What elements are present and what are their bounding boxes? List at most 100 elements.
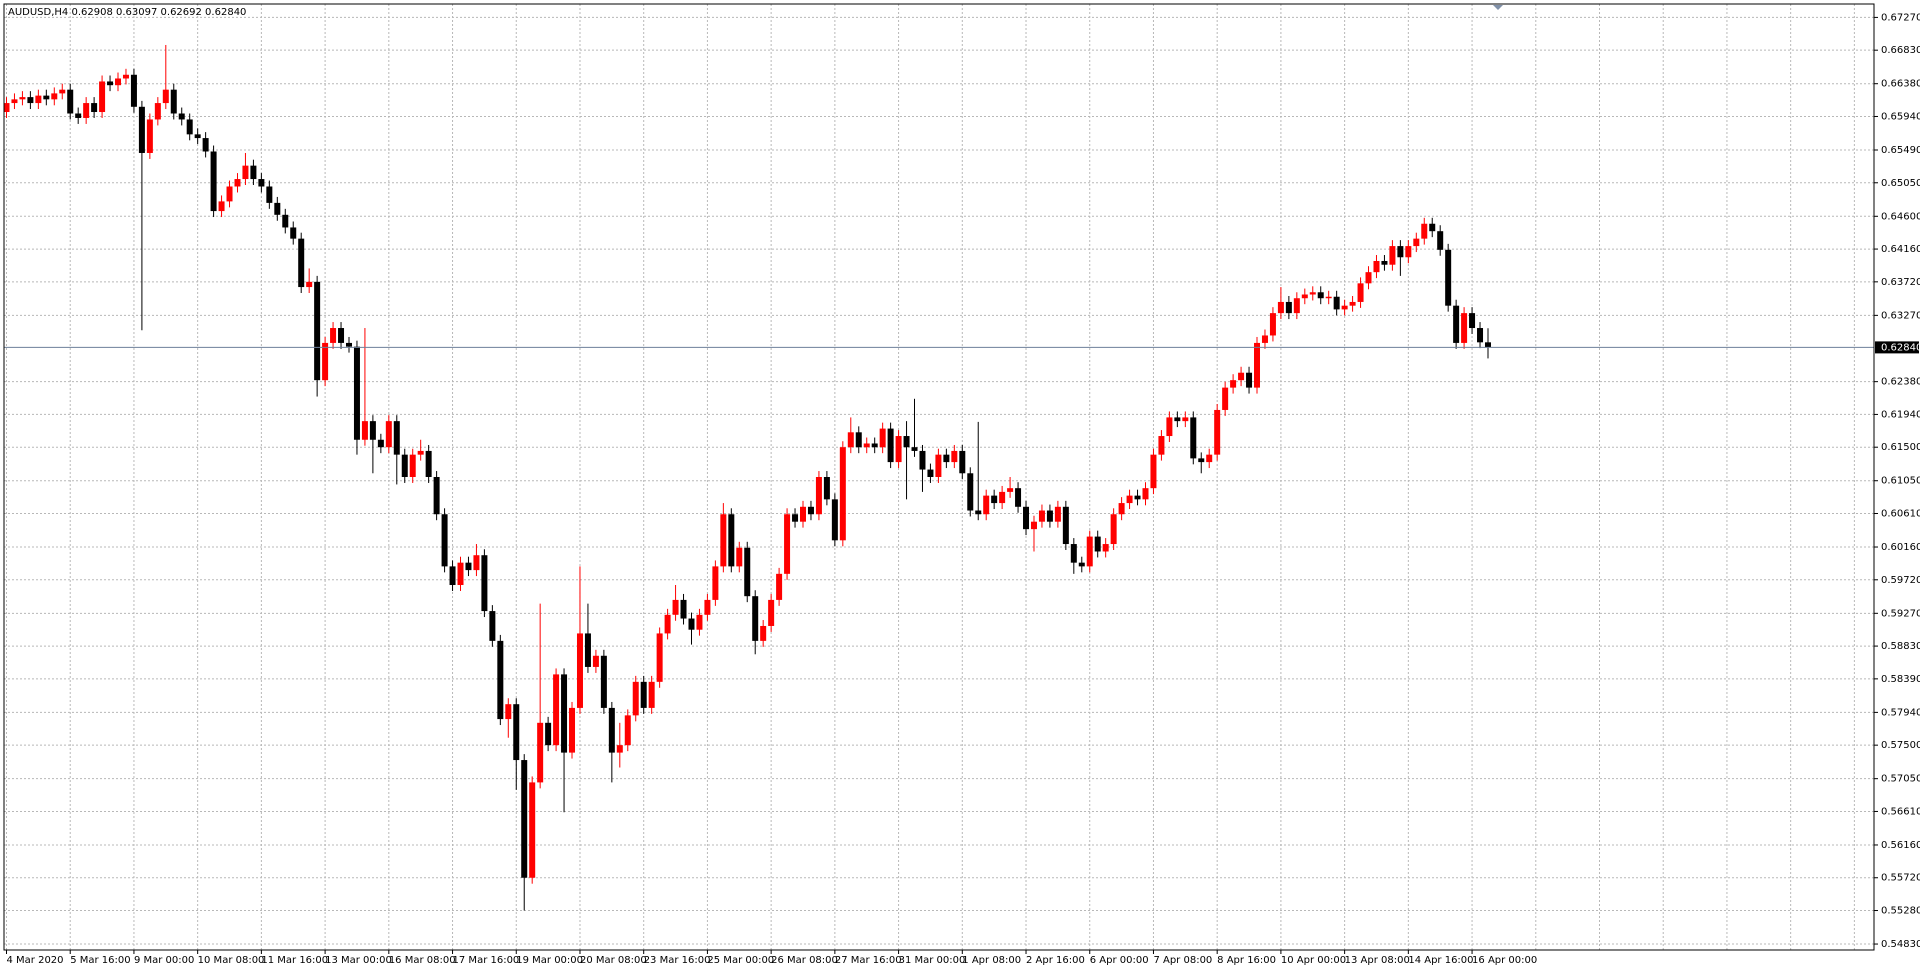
y-tick-label: 0.63720 [1881, 277, 1920, 288]
candle-body [887, 428, 894, 463]
candle-body [1429, 223, 1436, 232]
candle-body [807, 506, 814, 515]
y-tick-label: 0.65940 [1881, 111, 1920, 122]
y-tick-label: 0.63270 [1881, 310, 1920, 321]
x-tick-label: 20 Mar 08:00 [580, 955, 647, 966]
candle-body [1238, 372, 1245, 381]
candle-body [1277, 301, 1284, 314]
candle-body [521, 760, 528, 878]
candle-body [1086, 536, 1093, 567]
candle-body [752, 596, 759, 641]
candle-body [911, 447, 918, 451]
candle-body [680, 599, 687, 619]
candle-body [1413, 238, 1420, 247]
candle-body [282, 214, 289, 228]
y-tick-label: 0.67270 [1881, 12, 1920, 23]
candle-body [306, 281, 313, 288]
candle-body [768, 599, 775, 626]
candle-body [202, 138, 209, 152]
y-tick-label: 0.57500 [1881, 740, 1920, 751]
candle-body [385, 421, 392, 448]
y-tick-label: 0.66380 [1881, 79, 1920, 90]
candle-body [67, 89, 74, 114]
candle-body [576, 633, 583, 708]
candle-body [935, 454, 942, 477]
candle-body [1078, 562, 1085, 567]
candle-body [1126, 495, 1133, 504]
candle-body [505, 704, 512, 720]
candle-body [847, 432, 854, 448]
candle-body [154, 103, 161, 120]
candle-body [991, 495, 998, 504]
candle-body [353, 346, 360, 440]
candle-body [1007, 488, 1014, 492]
candle-body [1333, 296, 1340, 310]
candle-body [1285, 301, 1292, 314]
candle-body [146, 119, 153, 153]
candle-body [1134, 495, 1141, 500]
y-tick-label: 0.61940 [1881, 409, 1920, 420]
candle-body [792, 514, 799, 522]
candle-body [1023, 506, 1030, 530]
shift-marker [1493, 5, 1503, 10]
candle-body [433, 477, 440, 515]
candle-body [115, 78, 122, 86]
candle-body [696, 614, 703, 630]
candle-body [537, 722, 544, 783]
candle-body [983, 495, 990, 515]
candle-body [959, 450, 966, 474]
candle-body [967, 473, 974, 511]
candle-body [664, 614, 671, 634]
candle-body [1198, 458, 1205, 463]
candle-body [393, 421, 400, 455]
candle-body [425, 450, 432, 477]
candle-body [895, 436, 902, 463]
candle-body [704, 599, 711, 615]
y-tick-label: 0.60160 [1881, 542, 1920, 553]
candle-body [1038, 510, 1045, 522]
y-tick-label: 0.55280 [1881, 906, 1920, 917]
x-tick-label: 10 Mar 08:00 [198, 955, 265, 966]
candle-body [1110, 514, 1117, 545]
candle-body [83, 103, 90, 118]
candle-body [1062, 506, 1069, 545]
candles [3, 44, 1491, 911]
candle-body [600, 655, 607, 708]
candle-body [290, 227, 297, 239]
candle-body [1230, 380, 1237, 388]
candle-body [162, 89, 169, 104]
candle-body [1046, 510, 1053, 522]
candle-body [1325, 296, 1332, 299]
candle-body [640, 681, 647, 708]
candle-body [27, 97, 34, 104]
chart-header: AUDUSD,H4 0.62908 0.63097 0.62692 0.6284… [8, 7, 246, 18]
candle-body [91, 103, 98, 113]
candle-body [322, 342, 329, 381]
y-tick-label: 0.65490 [1881, 145, 1920, 156]
candle-body [3, 103, 10, 113]
candle-body [1373, 260, 1380, 273]
candle-body [465, 562, 472, 571]
candle-body [1389, 246, 1396, 265]
candle-body [927, 469, 934, 477]
candle-body [1365, 272, 1372, 284]
candle-body [1381, 260, 1388, 265]
x-tick-label: 7 Apr 08:00 [1153, 955, 1212, 966]
x-tick-label: 16 Mar 08:00 [389, 955, 456, 966]
candle-body [632, 681, 639, 716]
x-tick-label: 13 Apr 08:00 [1345, 955, 1410, 966]
candle-body [1102, 544, 1109, 552]
y-tick-label: 0.58390 [1881, 674, 1920, 685]
candle-body [863, 443, 870, 448]
candle-body [338, 328, 345, 343]
candle-body [1397, 246, 1404, 258]
candle-body [210, 151, 217, 212]
candle-body [345, 342, 352, 347]
candle-body [1174, 417, 1181, 422]
candle-body [1182, 417, 1189, 422]
x-tick-label: 23 Mar 16:00 [644, 955, 711, 966]
candle-body [138, 106, 145, 153]
candle-body [879, 428, 886, 448]
candle-body [943, 454, 950, 463]
candle-body [497, 640, 504, 720]
